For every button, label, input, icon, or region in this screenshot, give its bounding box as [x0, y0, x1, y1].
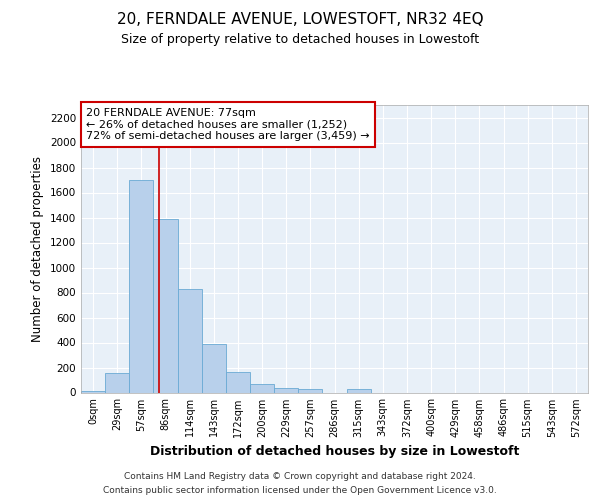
Bar — [81, 390, 105, 392]
Bar — [154, 219, 178, 392]
Text: Size of property relative to detached houses in Lowestoft: Size of property relative to detached ho… — [121, 32, 479, 46]
Text: 20, FERNDALE AVENUE, LOWESTOFT, NR32 4EQ: 20, FERNDALE AVENUE, LOWESTOFT, NR32 4EQ — [116, 12, 484, 28]
Bar — [178, 290, 202, 393]
Bar — [298, 389, 322, 392]
Bar — [250, 384, 274, 392]
Text: Contains public sector information licensed under the Open Government Licence v3: Contains public sector information licen… — [103, 486, 497, 495]
Bar — [202, 344, 226, 393]
Bar — [274, 388, 298, 392]
Bar — [347, 389, 371, 392]
Text: 20 FERNDALE AVENUE: 77sqm
← 26% of detached houses are smaller (1,252)
72% of se: 20 FERNDALE AVENUE: 77sqm ← 26% of detac… — [86, 108, 370, 141]
Y-axis label: Number of detached properties: Number of detached properties — [31, 156, 44, 342]
Bar — [226, 372, 250, 392]
Text: Contains HM Land Registry data © Crown copyright and database right 2024.: Contains HM Land Registry data © Crown c… — [124, 472, 476, 481]
X-axis label: Distribution of detached houses by size in Lowestoft: Distribution of detached houses by size … — [150, 445, 519, 458]
Bar — [105, 373, 129, 392]
Bar — [129, 180, 154, 392]
